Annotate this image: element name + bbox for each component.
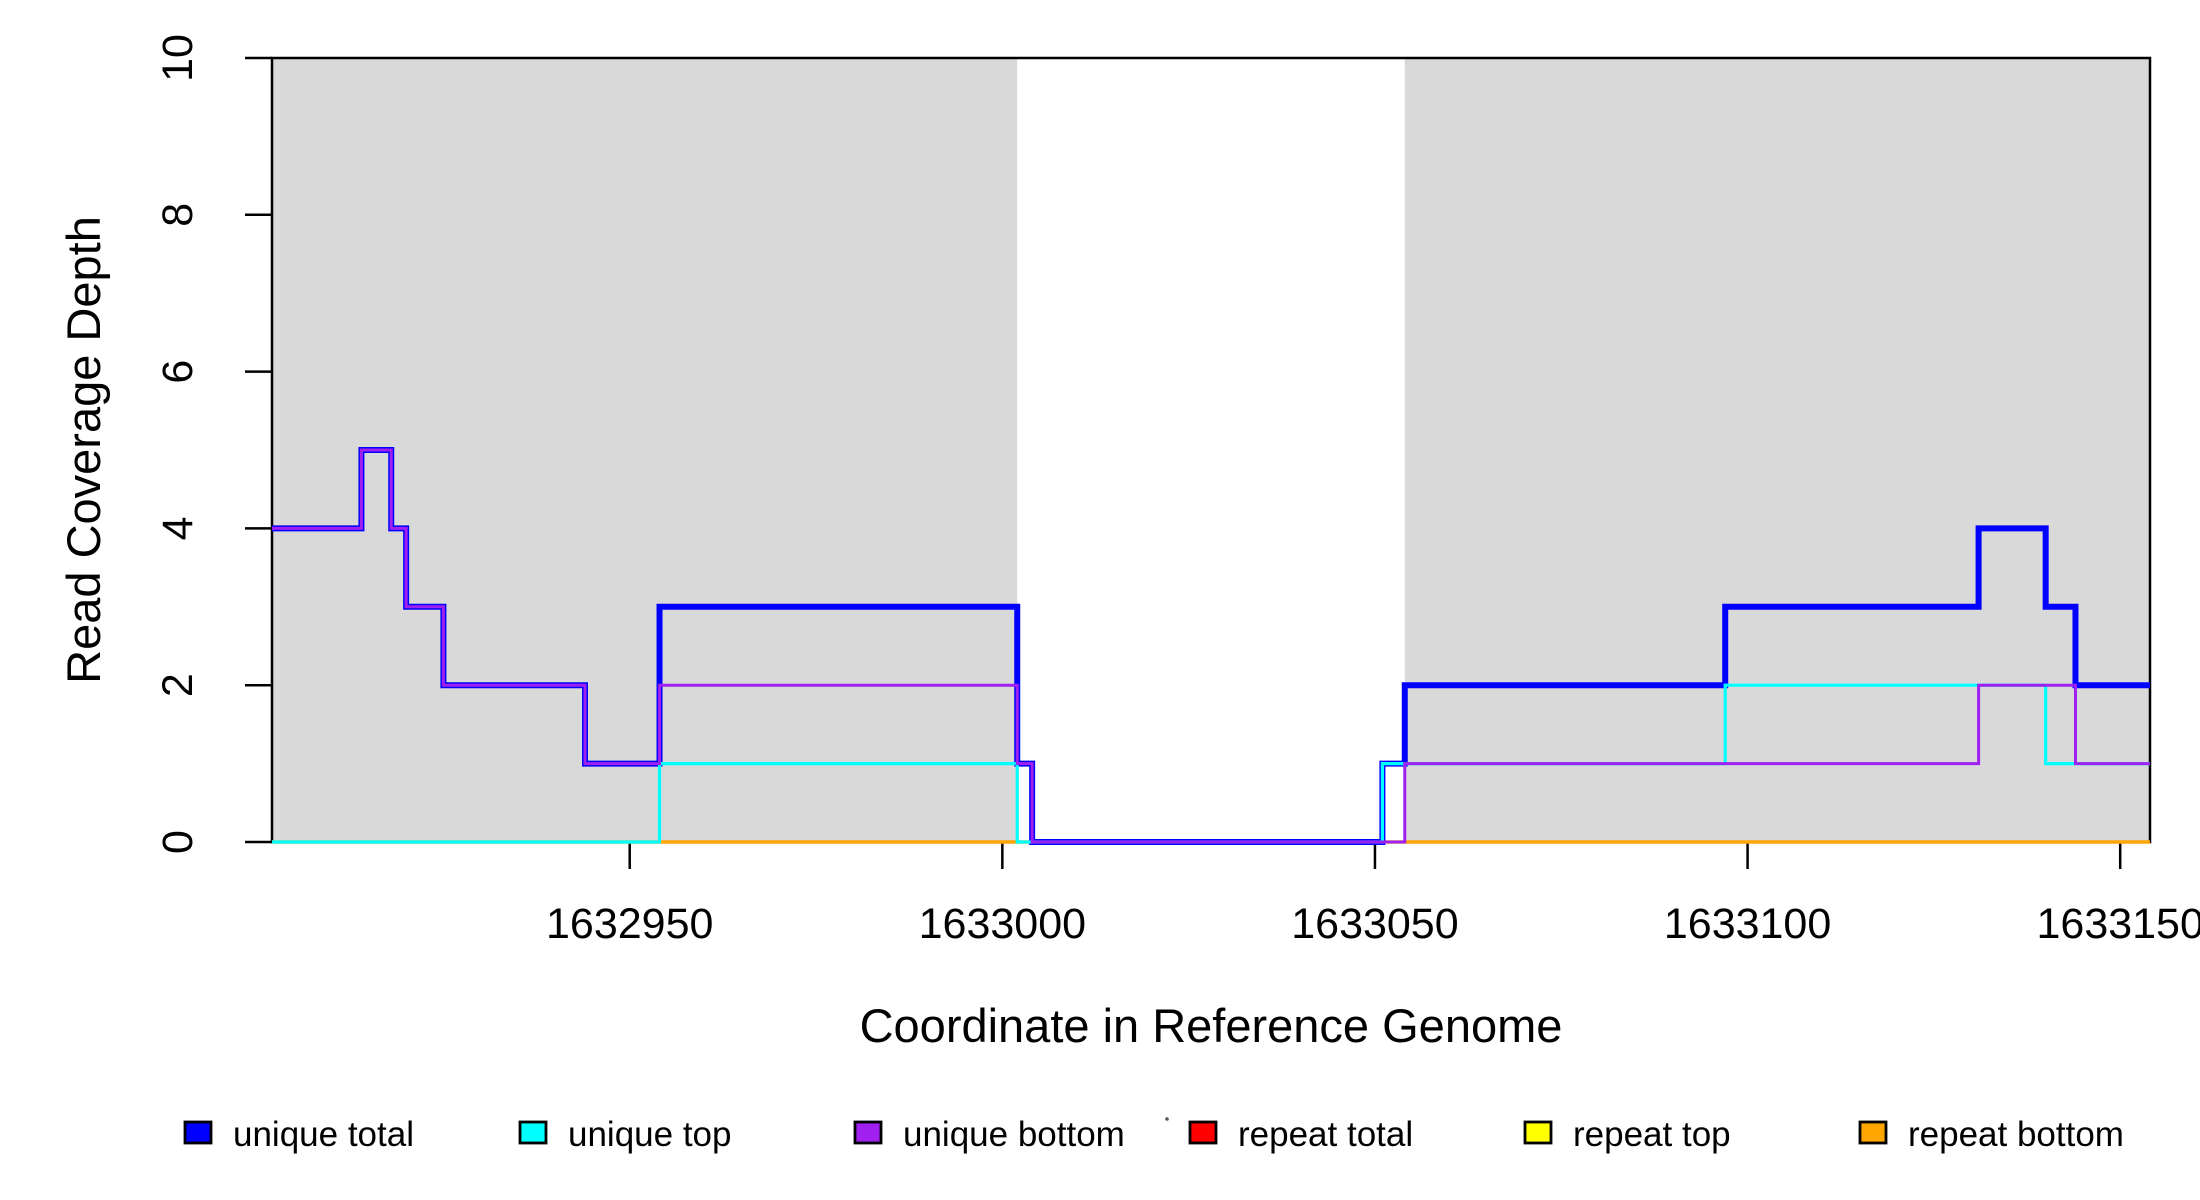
y-tick-label: 10 [154, 34, 202, 82]
y-tick-label: 8 [154, 203, 202, 227]
y-tick-label: 0 [154, 830, 202, 854]
legend-item-unique-total: unique total [183, 1115, 414, 1154]
legend-swatch-repeat-bottom [1858, 1120, 1888, 1145]
legend: unique total unique top unique bottom repea… [183, 1115, 2124, 1154]
y-tick-label: 4 [154, 516, 202, 540]
shaded-region-2 [1404, 58, 2150, 842]
legend-item-repeat-top: repeat top [1523, 1115, 1731, 1154]
series-line-unique-bottom [272, 448, 2150, 844]
y-axis-title: Read Coverage Depth [57, 216, 110, 684]
x-tick-label: 1633150 [2036, 900, 2200, 948]
shaded-regions-layer [272, 58, 2150, 842]
legend-label: repeat total [1238, 1115, 1413, 1154]
legend-label: unique bottom [903, 1115, 1125, 1154]
x-axis-title: Coordinate in Reference Genome [860, 999, 1563, 1052]
shaded-region-1 [272, 58, 1018, 842]
legend-item-unique-top: unique top [518, 1115, 731, 1154]
legend-label: unique total [233, 1115, 414, 1154]
x-tick-label: 1633000 [919, 900, 1086, 948]
legend-label: unique top [568, 1115, 731, 1154]
legend-swatch-repeat-total [1188, 1120, 1218, 1145]
legend-item-unique-bottom: unique bottom [853, 1115, 1125, 1154]
x-tick-label: 1633050 [1291, 900, 1458, 948]
artifact-dot [1165, 1117, 1169, 1121]
series-layer [272, 447, 2150, 845]
legend-swatch-unique-total [183, 1120, 213, 1145]
legend-swatch-unique-bottom [853, 1120, 883, 1145]
y-tick-label: 2 [154, 673, 202, 697]
legend-label: repeat top [1573, 1115, 1731, 1154]
series-line-unique-top [272, 683, 2150, 844]
legend-item-repeat-bottom: repeat bottom [1858, 1115, 2124, 1154]
legend-swatch-repeat-top [1523, 1120, 1553, 1145]
x-tick-label: 1633100 [1664, 900, 1831, 948]
legend-item-repeat-total: repeat total [1188, 1115, 1413, 1154]
axis-layer: 1632950 1633000 1633050 1633100 1633150 0 2 4 6 8… [154, 34, 2200, 948]
x-tick-label: 1632950 [546, 900, 713, 948]
legend-swatch-unique-top [518, 1120, 548, 1145]
y-tick-label: 6 [154, 360, 202, 384]
legend-label: repeat bottom [1908, 1115, 2124, 1154]
